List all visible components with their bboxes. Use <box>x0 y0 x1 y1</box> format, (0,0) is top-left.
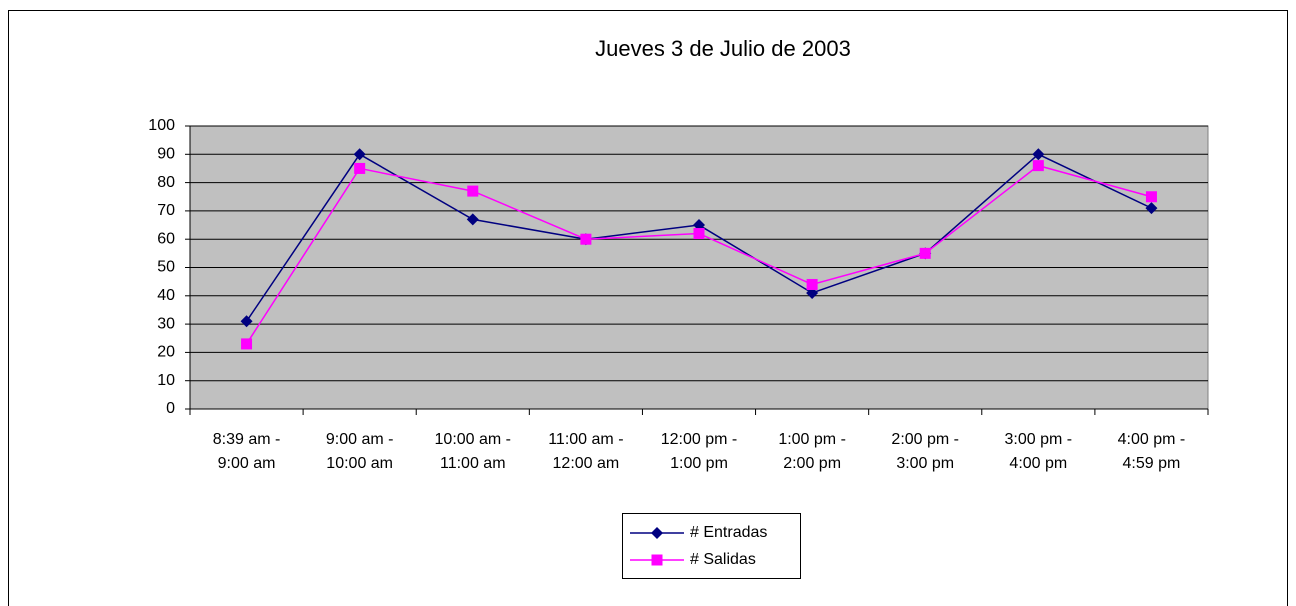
point <box>1032 148 1045 161</box>
legend-box <box>622 513 801 579</box>
point <box>354 162 366 174</box>
x-tick-label: 11:00 am - 12:00 am <box>548 431 624 472</box>
y-tick-label: 40 <box>157 287 175 304</box>
point <box>466 213 479 226</box>
y-tick-label: 20 <box>157 344 175 361</box>
x-tick-label: 3:00 pm - 4:00 pm <box>1004 431 1073 472</box>
x-tick-label: 9:00 am - 10:00 am <box>325 431 394 472</box>
point <box>241 338 253 350</box>
x-tick-label: 2:00 pm - 3:00 pm <box>891 431 960 472</box>
point <box>919 247 931 259</box>
x-tick-label: 8:39 am - 9:00 am <box>212 431 281 472</box>
x-tick-label: 1:00 pm - 2:00 pm <box>778 431 846 472</box>
point <box>580 233 592 245</box>
point <box>353 148 366 161</box>
x-tick-label: 12:00 pm - 1:00 pm <box>660 431 738 472</box>
point <box>806 278 818 290</box>
y-tick-label: 30 <box>157 315 175 332</box>
y-tick-label: 0 <box>166 400 175 417</box>
point <box>1145 202 1158 215</box>
y-tick-label: 50 <box>157 259 175 276</box>
point <box>467 185 479 197</box>
point <box>651 554 663 566</box>
legend-label: # Entradas <box>690 524 767 541</box>
y-tick-label: 100 <box>148 117 175 134</box>
x-tick-label: 4:00 pm - 4:59 pm <box>1117 431 1186 472</box>
chart-title: Jueves 3 de Julio de 2003 <box>595 36 851 61</box>
y-tick-label: 60 <box>157 230 175 247</box>
y-tick-label: 80 <box>157 174 175 191</box>
point <box>651 527 663 539</box>
point <box>240 315 253 328</box>
y-tick-label: 90 <box>157 146 175 163</box>
point <box>693 228 705 240</box>
y-tick-label: 70 <box>157 202 175 219</box>
point <box>1145 191 1157 203</box>
y-tick-label: 10 <box>157 372 175 389</box>
legend-label: # Salidas <box>690 551 756 568</box>
x-tick-label: 10:00 am - 11:00 am <box>434 431 511 472</box>
point <box>1032 160 1044 172</box>
